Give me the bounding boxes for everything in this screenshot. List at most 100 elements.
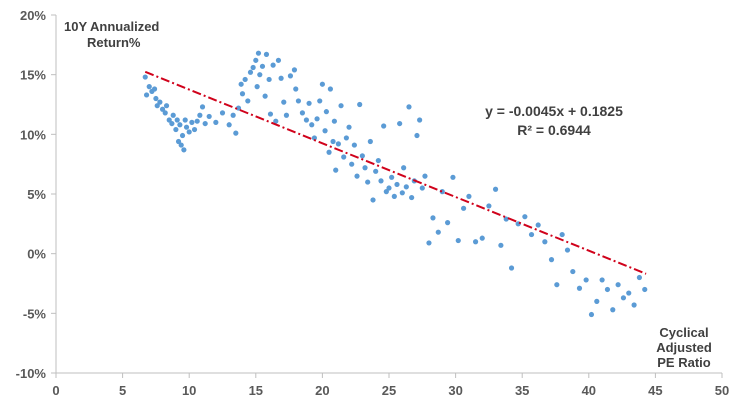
x-tick-label: 0 [52, 383, 59, 398]
data-point [175, 138, 182, 145]
axes [55, 15, 722, 374]
data-point [146, 84, 152, 90]
y-tick-label: 0% [27, 247, 46, 262]
data-point [370, 197, 376, 203]
data-point [275, 57, 282, 63]
data-point [163, 103, 170, 109]
x-tick-label: 45 [648, 383, 662, 398]
data-point [202, 120, 208, 127]
x-tick-label: 10 [182, 383, 196, 398]
x-tick-label: 15 [249, 383, 263, 398]
data-point [309, 122, 315, 128]
data-point [378, 178, 384, 184]
data-point [570, 268, 576, 275]
data-point [615, 282, 621, 288]
data-point [273, 118, 279, 124]
data-point [397, 120, 403, 127]
data-point [189, 119, 195, 125]
data-point [588, 311, 595, 318]
data-point [351, 142, 357, 148]
data-point [263, 51, 270, 57]
data-point [250, 64, 256, 71]
data-point [576, 285, 583, 291]
r-squared-label: R² = 0.6944 [517, 122, 591, 138]
data-point [430, 215, 436, 221]
data-point [247, 69, 254, 75]
data-point [417, 117, 423, 123]
data-point [554, 282, 560, 288]
data-point [419, 185, 425, 191]
data-point [450, 174, 456, 180]
data-point [142, 74, 148, 80]
data-point [270, 62, 276, 68]
data-point [472, 239, 479, 245]
data-point [197, 112, 203, 118]
data-point [326, 149, 332, 155]
data-point [359, 153, 365, 159]
data-point [535, 222, 541, 228]
data-point [362, 165, 368, 171]
data-point [157, 99, 163, 105]
y-tick-labels: -10% -5% 0% 5% 10% 15% 20% [16, 8, 56, 381]
data-point [235, 105, 242, 111]
data-point [479, 235, 485, 241]
data-point [346, 124, 352, 130]
data-point [206, 113, 212, 120]
y-tick-label: 5% [27, 187, 46, 202]
data-point [154, 103, 160, 109]
data-point [399, 190, 405, 196]
data-point [331, 118, 337, 124]
y-tick-label: 15% [20, 68, 46, 83]
data-point [278, 75, 284, 81]
y-tick-label: 10% [20, 127, 46, 142]
data-point [259, 63, 266, 69]
data-point [153, 95, 159, 102]
data-point [542, 239, 548, 245]
data-point [604, 286, 611, 293]
x-tick-label: 50 [715, 383, 729, 398]
data-point [426, 240, 432, 246]
data-point [323, 109, 329, 115]
data-point [177, 122, 183, 128]
data-point [233, 130, 239, 136]
data-point [255, 50, 262, 56]
data-point [386, 185, 392, 191]
data-point [283, 112, 290, 118]
data-point [311, 135, 318, 141]
data-point [367, 138, 373, 145]
data-point [508, 265, 515, 271]
data-point [281, 99, 287, 105]
data-point [401, 165, 407, 171]
data-point [422, 173, 428, 179]
data-point [291, 67, 298, 73]
data-point [548, 257, 555, 263]
data-point [341, 154, 347, 160]
data-point [349, 161, 355, 167]
data-point [287, 73, 294, 79]
data-point [354, 173, 360, 179]
x-tick-labels: 0 5 10 15 20 25 30 35 40 45 50 [52, 373, 729, 398]
data-point [186, 129, 192, 135]
y-tick-label: 20% [20, 8, 46, 23]
x-tick-label: 30 [448, 383, 462, 398]
data-point [143, 92, 150, 98]
data-point [564, 247, 571, 253]
data-point [191, 126, 198, 133]
data-point [389, 174, 395, 180]
data-point [183, 124, 190, 130]
data-point [262, 93, 268, 99]
trendline-equation: y = -0.0045x + 0.1825 [485, 103, 623, 119]
data-point [314, 116, 320, 122]
data-point [303, 117, 310, 123]
data-point [330, 138, 336, 145]
data-point [445, 220, 451, 226]
data-point [642, 286, 648, 293]
data-point [219, 110, 226, 116]
trendline [144, 70, 647, 275]
data-point [257, 72, 263, 78]
data-point [327, 86, 333, 92]
data-point [528, 231, 535, 238]
data-point [455, 237, 461, 244]
y-axis-title-line-2: Return% [87, 35, 141, 50]
